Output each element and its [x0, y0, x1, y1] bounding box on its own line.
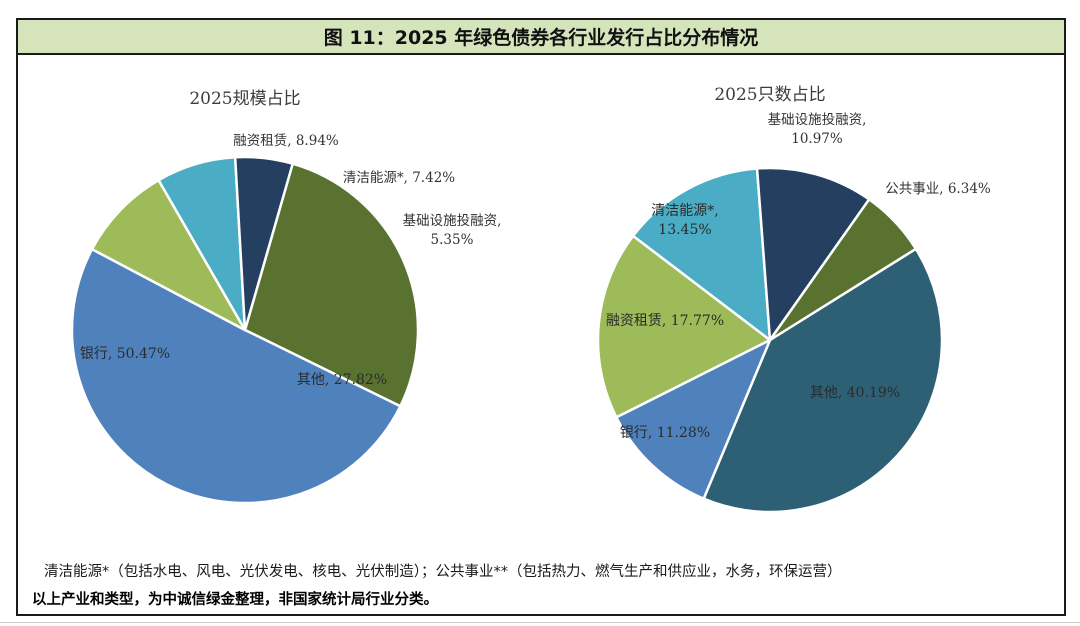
bottom-rule: [0, 622, 1080, 623]
slice-label: 清洁能源*, 7.42%: [343, 170, 455, 186]
pie-slice: [233, 155, 294, 332]
slice-label: 公共事业, 6.34%: [885, 181, 991, 197]
pie-slice: [70, 247, 402, 505]
slice-value-label: 13.45%: [658, 222, 711, 238]
figure-frame: 图 11：2025 年绿色债券各行业发行占比分布情况: [16, 18, 1066, 616]
slice-label: 其他, 27.82%: [297, 372, 387, 388]
slice-label: 其他, 40.19%: [810, 385, 900, 401]
slice-label: 基础设施投融资,: [403, 212, 502, 229]
pie-subtitle: 2025只数占比: [714, 85, 825, 105]
pie-subtitle: 2025规模占比: [189, 89, 300, 109]
source-note: 以上产业和类型，为中诚信绿金整理，非国家统计局行业分类。: [32, 592, 438, 608]
definitions-note: 清洁能源*（包括水电、风电、光伏发电、核电、光伏制造）；公共事业**（包括热力、…: [44, 564, 842, 580]
slice-label: 银行, 11.28%: [620, 425, 710, 441]
pie-slice: [702, 247, 944, 514]
pie-slice: [596, 234, 772, 419]
pie-slice: [768, 198, 918, 342]
pie-slice: [631, 167, 772, 342]
pie-slice: [755, 166, 871, 342]
slice-label: 银行, 50.47%: [80, 346, 170, 362]
figure-title: 图 11：2025 年绿色债券各行业发行占比分布情况: [18, 20, 1064, 55]
slice-label: 融资租赁, 8.94%: [233, 133, 339, 149]
slice-label: 清洁能源*,: [651, 203, 718, 219]
slice-value-label: 5.35%: [431, 232, 474, 248]
slice-label: 基础设施投融资,: [768, 111, 867, 128]
pie-slice: [243, 162, 420, 408]
slice-label: 融资租赁, 17.77%: [606, 313, 724, 329]
slice-value-label: 10.97%: [791, 131, 843, 147]
pie-slice: [90, 178, 247, 332]
pie-slice: [615, 338, 772, 500]
